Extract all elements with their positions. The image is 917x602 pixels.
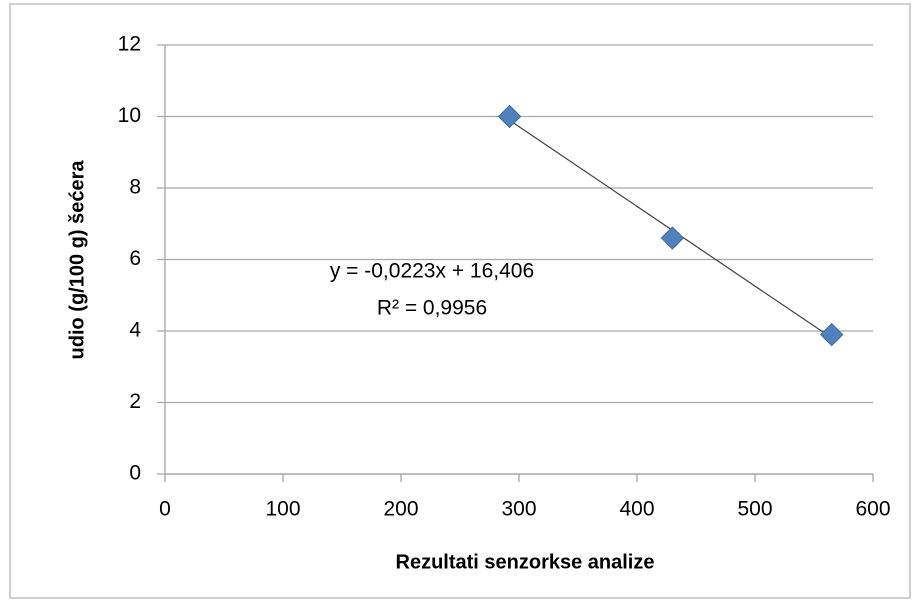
- y-tick-label: 4: [129, 319, 141, 342]
- y-tick-label: 12: [118, 33, 141, 56]
- y-axis-label: udio (g/100 g) šećera: [66, 160, 88, 360]
- x-tick-label: 400: [619, 498, 654, 521]
- x-tick-label: 500: [737, 498, 772, 521]
- x-tick-label: 200: [383, 498, 418, 521]
- point: [497, 104, 522, 129]
- y-tick-label: 2: [129, 390, 141, 413]
- x-tick-label: 300: [501, 498, 536, 521]
- trend-equation: y = -0,0223x + 16,406: [330, 260, 534, 283]
- y-tick-label: 6: [129, 247, 141, 270]
- x-tick-label: 100: [265, 498, 300, 521]
- y-tick-label: 10: [118, 104, 141, 127]
- r-squared: R² = 0,9956: [377, 297, 487, 320]
- x-tick-label: 0: [159, 498, 171, 521]
- x-tick-label: 600: [855, 498, 890, 521]
- y-tick-label: 0: [129, 462, 141, 485]
- y-tick-label: 8: [129, 176, 141, 199]
- point: [819, 322, 844, 347]
- point: [660, 226, 685, 250]
- x-axis-label: Rezultati senzorkse analize: [396, 551, 655, 573]
- chart-border: [9, 3, 911, 599]
